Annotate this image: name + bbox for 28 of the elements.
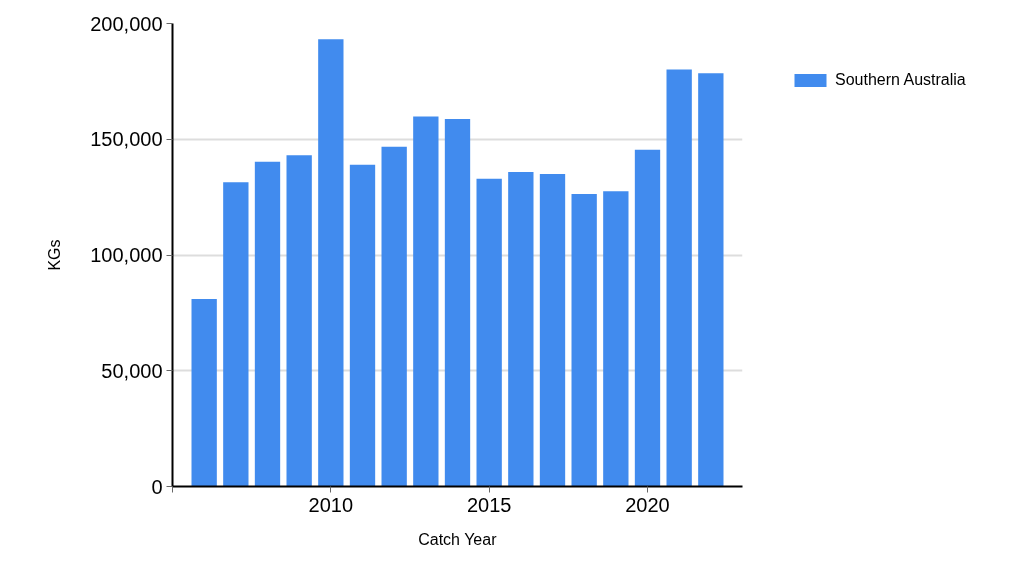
bar [571, 193, 597, 487]
bar [698, 73, 724, 487]
y-tick-label: 150,000 [90, 128, 163, 151]
bar [191, 298, 217, 487]
y-tick-label: 100,000 [90, 244, 163, 266]
bar [666, 69, 692, 487]
bar [254, 161, 281, 487]
bar [476, 178, 502, 487]
bar [603, 191, 629, 487]
bar [318, 39, 344, 487]
x-axis-title: Catch Year [418, 530, 498, 548]
bar [223, 182, 249, 487]
y-tick-label: 0 [151, 475, 163, 498]
x-tick-label: 2015 [466, 493, 512, 516]
x-tick-label: 2010 [308, 493, 354, 516]
bar [508, 172, 534, 487]
y-axis-title: KGs [46, 239, 64, 271]
bar [539, 173, 566, 487]
y-tick-label: 200,000 [90, 12, 163, 35]
bar [413, 116, 439, 487]
bar [349, 164, 376, 487]
bar [381, 146, 407, 487]
bar [634, 149, 661, 487]
bar [286, 155, 312, 487]
legend-label: Southern Australia [835, 71, 966, 89]
x-tick-label: 2020 [625, 493, 670, 516]
y-tick-label: 50,000 [101, 359, 163, 382]
bar [444, 119, 471, 487]
